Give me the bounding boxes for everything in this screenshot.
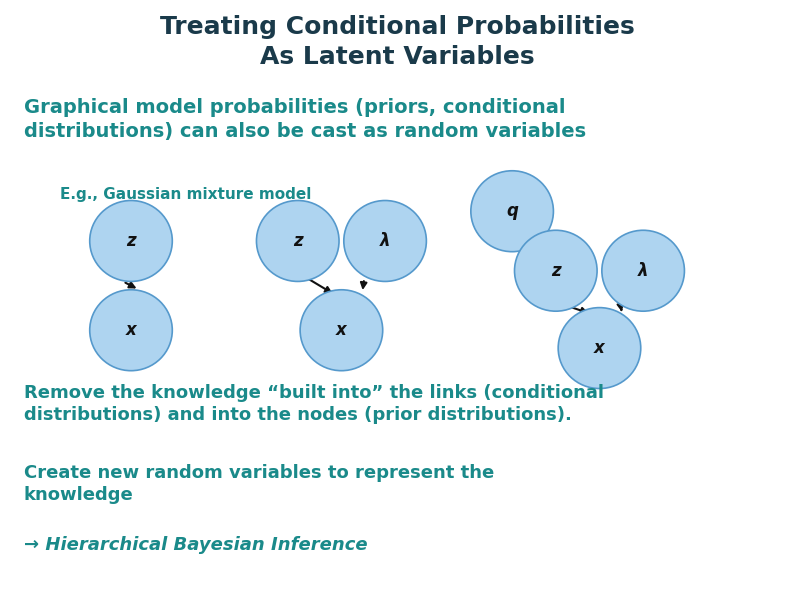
Text: E.g., Gaussian mixture model: E.g., Gaussian mixture model: [60, 187, 311, 202]
Ellipse shape: [300, 290, 383, 371]
Text: z: z: [551, 262, 561, 280]
Text: λ: λ: [380, 232, 391, 250]
Text: x: x: [125, 321, 137, 339]
Text: z: z: [126, 232, 136, 250]
Ellipse shape: [515, 230, 597, 311]
Text: Graphical model probabilities (priors, conditional
distributions) can also be ca: Graphical model probabilities (priors, c…: [24, 98, 586, 140]
Text: x: x: [336, 321, 347, 339]
Text: q: q: [507, 202, 518, 220]
Ellipse shape: [602, 230, 684, 311]
Ellipse shape: [558, 308, 641, 389]
Text: λ: λ: [638, 262, 649, 280]
Text: Treating Conditional Probabilities
As Latent Variables: Treating Conditional Probabilities As La…: [160, 15, 634, 68]
Text: x: x: [594, 339, 605, 357]
Ellipse shape: [90, 201, 172, 281]
Text: z: z: [293, 232, 303, 250]
Ellipse shape: [90, 290, 172, 371]
Ellipse shape: [471, 171, 553, 252]
Text: Remove the knowledge “built into” the links (conditional
distributions) and into: Remove the knowledge “built into” the li…: [24, 384, 603, 424]
Ellipse shape: [256, 201, 339, 281]
Text: → Hierarchical Bayesian Inference: → Hierarchical Bayesian Inference: [24, 536, 368, 553]
Text: Create new random variables to represent the
knowledge: Create new random variables to represent…: [24, 464, 494, 505]
Ellipse shape: [344, 201, 426, 281]
